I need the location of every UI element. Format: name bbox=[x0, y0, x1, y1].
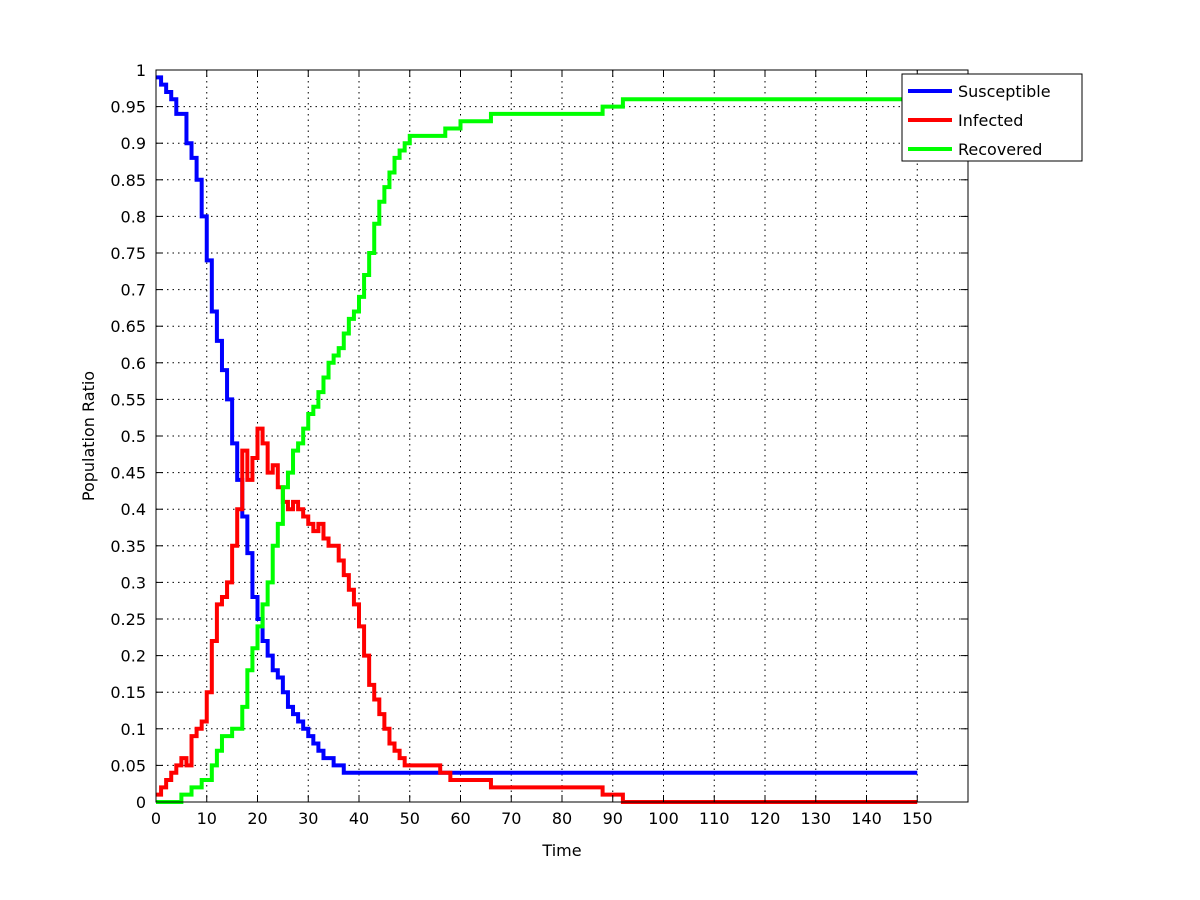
y-tick-label: 0.15 bbox=[110, 683, 146, 702]
series-line-susceptible bbox=[156, 75, 918, 775]
x-tick-label: 20 bbox=[247, 809, 267, 828]
legend-label-recovered: Recovered bbox=[958, 140, 1042, 159]
y-tick-label: 0.05 bbox=[110, 756, 146, 775]
y-tick-label: 0.7 bbox=[121, 281, 146, 300]
x-tick-label: 110 bbox=[699, 809, 730, 828]
y-tick-label: 0.6 bbox=[121, 354, 146, 373]
y-tick-label: 0.8 bbox=[121, 207, 146, 226]
x-tick-label: 60 bbox=[450, 809, 470, 828]
y-tick-label: 0.2 bbox=[121, 647, 146, 666]
y-tick-label: 0.65 bbox=[110, 317, 146, 336]
y-tick-label: 0.75 bbox=[110, 244, 146, 263]
x-tick-label: 70 bbox=[501, 809, 521, 828]
y-tick-label: 1 bbox=[136, 61, 146, 80]
grid bbox=[156, 70, 968, 802]
y-tick-label: 0.5 bbox=[121, 427, 146, 446]
x-tick-label: 30 bbox=[298, 809, 318, 828]
y-tick-label: 0.85 bbox=[110, 171, 146, 190]
x-tick-label: 10 bbox=[197, 809, 217, 828]
y-tick-label: 0.45 bbox=[110, 464, 146, 483]
axis-ticks bbox=[155, 69, 969, 803]
x-tick-label: 130 bbox=[800, 809, 831, 828]
x-tick-label: 0 bbox=[151, 809, 161, 828]
series-line-infected bbox=[156, 426, 918, 804]
y-axis-title: Population Ratio bbox=[79, 371, 98, 501]
x-tick-label: 120 bbox=[750, 809, 781, 828]
y-tick-labels: 0 0.05 0.1 0.15 0.2 0.25 0.3 0.35 0.4 0.45 0.5 0.55… bbox=[110, 61, 146, 812]
y-tick-label: 0.1 bbox=[121, 720, 146, 739]
x-tick-label: 80 bbox=[552, 809, 572, 828]
x-tick-label: 40 bbox=[349, 809, 369, 828]
legend-box bbox=[901, 73, 1083, 162]
y-tick-label: 0 bbox=[136, 793, 146, 812]
y-tick-label: 0.35 bbox=[110, 537, 146, 556]
x-tick-label: 50 bbox=[400, 809, 420, 828]
x-axis-title: Time bbox=[541, 841, 581, 860]
y-tick-label: 0.25 bbox=[110, 610, 146, 629]
y-tick-label: 0.4 bbox=[121, 500, 146, 519]
y-tick-label: 0.95 bbox=[110, 98, 146, 117]
legend-label-susceptible: Susceptible bbox=[958, 82, 1051, 101]
x-tick-label: 90 bbox=[603, 809, 623, 828]
y-tick-label: 0.55 bbox=[110, 390, 146, 409]
x-tick-label: 100 bbox=[648, 809, 679, 828]
series-line-recovered bbox=[156, 97, 918, 804]
x-tick-label: 140 bbox=[851, 809, 882, 828]
x-tick-label: 150 bbox=[902, 809, 933, 828]
legend-label-infected: Infected bbox=[958, 111, 1023, 130]
legend: Susceptible Infected Recovered bbox=[901, 73, 1083, 162]
series-lines bbox=[156, 75, 918, 804]
x-tick-labels: 0 10 20 30 40 50 60 70 80 90 100 110 120 130 140 150 bbox=[151, 809, 933, 828]
y-tick-label: 0.3 bbox=[121, 573, 146, 592]
y-tick-label: 0.9 bbox=[121, 134, 146, 153]
